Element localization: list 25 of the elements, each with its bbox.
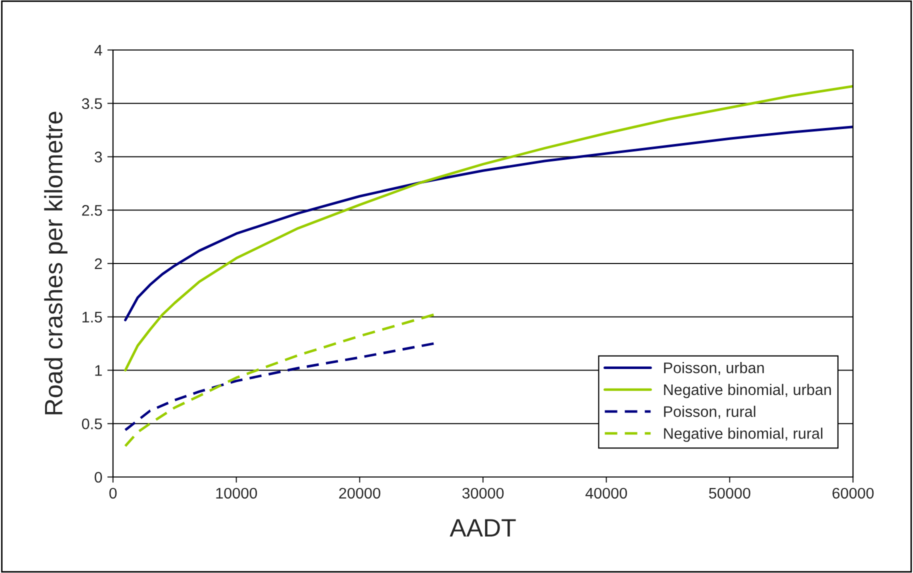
x-tick-label: 50000	[709, 488, 750, 499]
x-axis-title: AADT	[450, 519, 516, 536]
x-tick-label: 30000	[462, 488, 504, 499]
legend-label: Poisson, urban	[664, 362, 764, 376]
y-tick-label: 3.5	[82, 98, 102, 110]
x-tick-label: 10000	[216, 488, 257, 499]
y-tick-label: 1.5	[82, 312, 102, 323]
legend-label: Negative binomial, rural	[664, 428, 822, 442]
x-tick-label: 40000	[585, 488, 627, 499]
x-tick-label: 60000	[832, 488, 874, 499]
line-series	[124, 126, 853, 322]
y-tick-label: 3	[94, 152, 102, 162]
y-tick-label: 0	[94, 472, 102, 483]
legend-label: Negative binomial, urban	[664, 384, 831, 398]
y-tick-label: 0.5	[82, 418, 102, 430]
legend-label: Poisson, rural	[664, 406, 756, 419]
x-tick-label: 0	[109, 488, 117, 499]
y-tick-label: 4	[94, 45, 102, 56]
y-tick-label: 1	[95, 365, 102, 376]
x-tick-label: 20000	[339, 488, 380, 499]
y-axis-title: Road crashes per kilometre	[44, 112, 68, 414]
line-series	[124, 313, 435, 448]
y-tick-label: 2.5	[82, 204, 102, 216]
y-tick-label: 2	[94, 258, 102, 270]
line-series	[124, 342, 435, 432]
